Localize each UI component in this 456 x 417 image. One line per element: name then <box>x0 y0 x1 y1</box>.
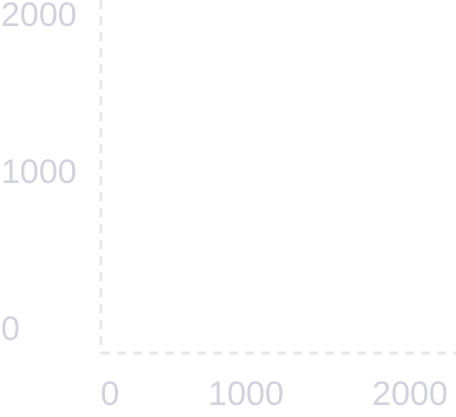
y-tick-label: 2000 <box>1 0 77 34</box>
y-tick-label: 0 <box>1 310 20 348</box>
y-tick-label: 1000 <box>1 153 77 191</box>
y-tick-labels: 0 1000 2000 <box>1 0 77 348</box>
x-tick-label: 2000 <box>372 375 448 413</box>
x-tick-label: 1000 <box>208 375 284 413</box>
x-tick-label: 0 <box>101 375 120 413</box>
x-tick-labels: 0 1000 2000 <box>101 375 448 413</box>
